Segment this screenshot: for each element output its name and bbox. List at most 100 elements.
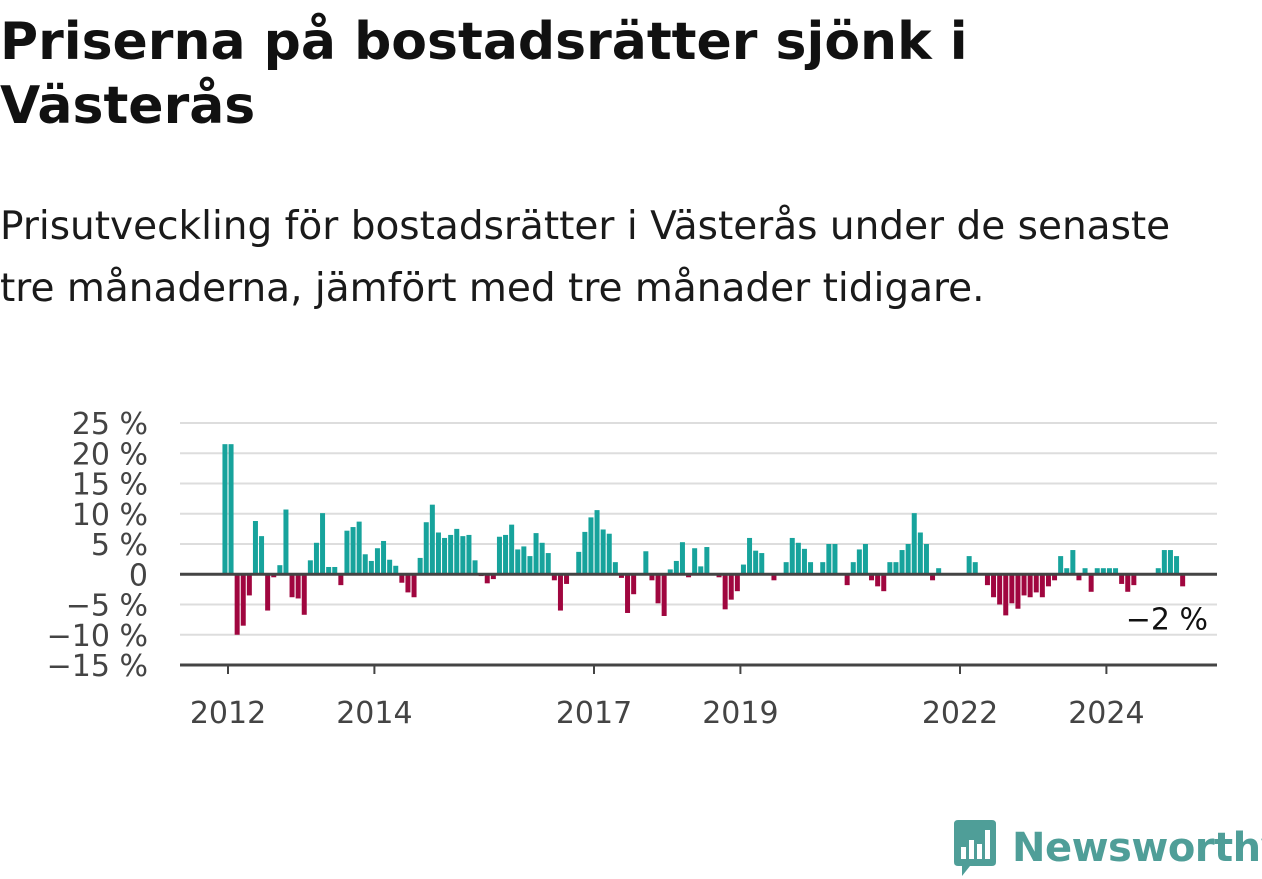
bar [923, 544, 929, 575]
bar [521, 546, 527, 575]
x-tick-label: 2024 [1068, 696, 1144, 731]
bar [625, 574, 631, 613]
bar [1100, 568, 1106, 575]
bar [417, 557, 423, 575]
bar [1039, 574, 1045, 598]
bar [728, 574, 734, 600]
bar [313, 542, 319, 575]
bar [1064, 568, 1070, 575]
bar [1106, 568, 1112, 575]
bar [515, 549, 521, 575]
bar [1094, 568, 1100, 575]
bar [661, 574, 667, 616]
bar [1045, 574, 1051, 587]
y-tick-label: −10 % [47, 619, 148, 654]
bar [423, 522, 429, 575]
bar [820, 562, 826, 575]
bar [252, 521, 258, 575]
bar [564, 574, 570, 584]
bar [930, 574, 936, 581]
bar [381, 540, 387, 575]
bar [649, 574, 655, 581]
bar [320, 513, 326, 575]
bar [875, 574, 881, 587]
bar [911, 513, 917, 575]
brand-name: Newsworthy [1012, 825, 1262, 871]
bar [606, 533, 612, 575]
bar [808, 562, 814, 575]
bar [722, 574, 728, 610]
bar [667, 569, 673, 575]
bar [893, 562, 899, 575]
bar [679, 542, 685, 575]
bar [539, 542, 545, 575]
bar [1076, 574, 1082, 581]
bar [740, 564, 746, 575]
bar [704, 547, 710, 575]
bar [271, 574, 277, 578]
bar [966, 556, 972, 575]
bar [472, 560, 478, 575]
x-tick-label: 2014 [336, 696, 412, 731]
bar [222, 444, 228, 575]
bar [228, 444, 234, 575]
bar [1070, 550, 1076, 575]
bar [393, 565, 399, 575]
y-tick-label: 25 % [72, 407, 148, 442]
bar [588, 517, 594, 575]
bar [844, 574, 850, 586]
bar [673, 560, 679, 575]
bar [1052, 574, 1058, 581]
bar [484, 574, 490, 584]
bar [344, 530, 350, 575]
bar [503, 534, 509, 575]
x-tick-label: 2012 [190, 696, 266, 731]
bar [429, 504, 435, 575]
bar [234, 574, 240, 635]
bar [1119, 574, 1125, 584]
bar [326, 566, 332, 575]
x-tick-label: 2022 [922, 696, 998, 731]
bar [643, 551, 649, 575]
bar [612, 562, 618, 575]
bar [753, 550, 759, 575]
newsworthy-bar-chart-logo-icon [954, 820, 996, 876]
bar [692, 548, 698, 575]
bar [887, 562, 893, 575]
bar [1021, 574, 1027, 596]
bar [1088, 574, 1094, 592]
bar [259, 536, 265, 575]
bar [301, 574, 307, 615]
bar [1003, 574, 1009, 616]
bar [265, 574, 271, 611]
bar [350, 527, 356, 575]
bar [283, 509, 289, 575]
bar [362, 554, 368, 575]
bar [338, 574, 344, 586]
y-tick-label: 10 % [72, 498, 148, 533]
bar [832, 544, 838, 575]
bar [356, 521, 362, 575]
bar [332, 566, 338, 575]
bar [246, 574, 252, 596]
bar [368, 560, 374, 575]
bar [307, 560, 313, 575]
grid-lines [180, 422, 1217, 636]
bar [936, 568, 942, 575]
bar [771, 574, 777, 581]
bar [374, 548, 380, 575]
bar [442, 537, 448, 575]
axes [180, 572, 1217, 674]
bar [533, 533, 539, 575]
bar [759, 553, 765, 575]
bar [600, 529, 606, 575]
newsworthy-logo: Newsworthy [950, 818, 1262, 878]
bar [435, 532, 441, 575]
bar [1033, 574, 1039, 593]
bar [716, 574, 722, 578]
bar [698, 566, 704, 575]
bar [1167, 550, 1173, 575]
bar [466, 534, 472, 575]
bar [295, 574, 301, 599]
bar [747, 537, 753, 575]
